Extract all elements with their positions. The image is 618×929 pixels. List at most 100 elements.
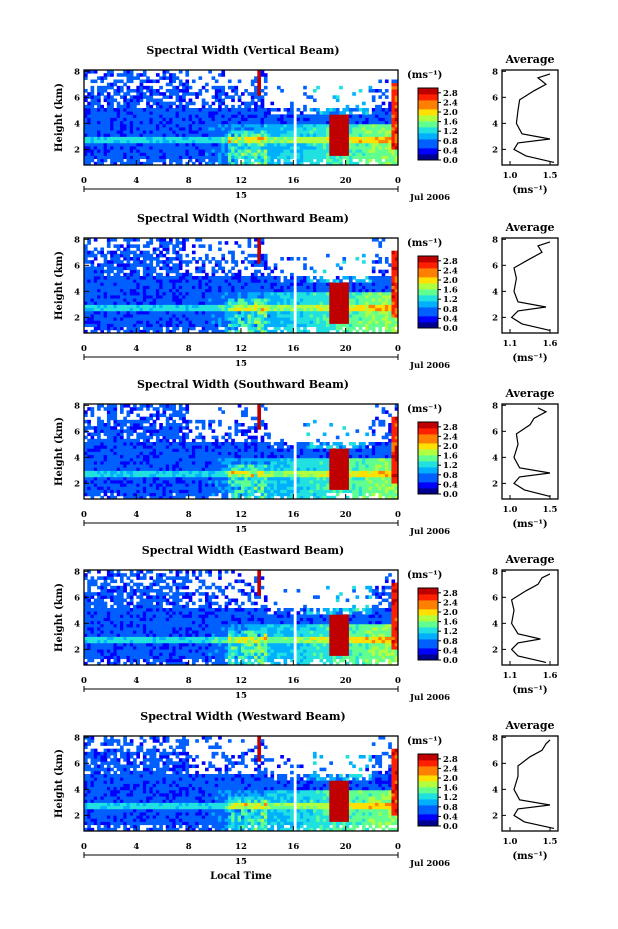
heatmap-cell (179, 95, 183, 99)
heatmap-cell (280, 292, 284, 296)
heatmap-cell (391, 124, 395, 128)
heatmap-cell (140, 108, 144, 112)
heatmap-cell (149, 448, 153, 452)
heatmap-cell (205, 118, 209, 122)
heatmap-cell (267, 149, 271, 153)
heatmap-cell (159, 314, 163, 318)
heatmap-cell (133, 105, 137, 109)
heatmap-cell (369, 137, 373, 141)
heatmap-cell (198, 286, 202, 290)
heatmap-cell (127, 327, 131, 331)
heatmap-cell (91, 426, 95, 430)
heatmap-cell (205, 121, 209, 125)
heatmap-cell (248, 149, 252, 153)
heatmap-cell (100, 461, 104, 465)
heatmap-cell (215, 301, 219, 305)
heatmap-cell (169, 118, 173, 122)
heatmap-cell (238, 124, 242, 128)
heatmap-cell (251, 301, 255, 305)
heatmap-cell (251, 137, 255, 141)
heatmap-cell (166, 461, 170, 465)
heatmap-cell (100, 143, 104, 147)
heatmap-cell (274, 114, 278, 118)
heatmap-cell (221, 149, 225, 153)
heatmap-cell (120, 286, 124, 290)
heatmap-cell (166, 273, 170, 277)
heatmap-cell (303, 282, 307, 286)
heatmap-cell (169, 92, 173, 96)
heatmap-cell (179, 137, 183, 141)
heatmap-cell (300, 320, 304, 324)
heatmap-cell (369, 314, 373, 318)
heatmap-cell (342, 301, 346, 305)
heatmap-cell (149, 108, 153, 112)
heatmap-cell (87, 295, 91, 299)
heatmap-cell (274, 286, 278, 290)
heatmap-cell (248, 118, 252, 122)
heatmap-cell (372, 279, 376, 283)
heatmap-cell (163, 95, 167, 99)
heatmap-cell (195, 95, 199, 99)
heatmap-cell (149, 114, 153, 118)
heatmap-cell (159, 298, 163, 302)
heatmap-cell (378, 241, 382, 245)
heatmap-cell (326, 152, 330, 156)
heatmap-cell (336, 279, 340, 283)
heatmap-cell (391, 133, 395, 137)
heatmap-cell (91, 442, 95, 446)
heatmap-cell (198, 267, 202, 271)
heatmap-cell (303, 279, 307, 283)
heatmap-cell (192, 317, 196, 321)
heatmap-cell (254, 146, 258, 150)
heatmap-cell (136, 130, 140, 134)
heatmap-cell (110, 146, 114, 150)
heatmap-cell (362, 118, 366, 122)
heatmap-cell (244, 305, 248, 309)
heatmap-cell (130, 140, 134, 144)
heatmap-cell (205, 137, 209, 141)
heatmap-cell (179, 254, 183, 258)
heatmap-cell (156, 317, 160, 321)
heatmap-cell (172, 301, 176, 305)
heatmap-cell (100, 92, 104, 96)
heatmap-cell (261, 121, 265, 125)
heatmap-cell (123, 130, 127, 134)
heatmap-cell (231, 127, 235, 131)
heatmap-cell (127, 241, 131, 245)
heatmap-cell (107, 241, 111, 245)
heatmap-cell (123, 477, 127, 481)
heatmap-cell (143, 86, 147, 90)
heatmap-cell (241, 149, 245, 153)
heatmap-cell (336, 305, 340, 309)
heatmap-cell (297, 114, 301, 118)
heatmap-cell (382, 282, 386, 286)
heatmap-cell (300, 152, 304, 156)
heatmap-cell (179, 248, 183, 252)
heatmap-cell (329, 137, 333, 141)
heatmap-cell (87, 267, 91, 271)
heatmap-cell (355, 140, 359, 144)
heatmap-cell (228, 292, 232, 296)
heatmap-cell (153, 467, 157, 471)
heatmap-cell (179, 124, 183, 128)
heatmap-cell (104, 445, 108, 449)
heatmap-cell (198, 314, 202, 318)
heatmap-cell (143, 149, 147, 153)
heatmap-cell (130, 257, 134, 261)
heatmap-cell (225, 156, 229, 160)
heatmap-cell (198, 317, 202, 321)
heatmap-cell (130, 251, 134, 255)
heatmap-cell (94, 149, 98, 153)
heatmap-cell (339, 149, 343, 153)
heatmap-cell (264, 73, 268, 77)
heatmap-cell (231, 86, 235, 90)
colorbar-segment (418, 124, 438, 127)
heatmap-cell (382, 108, 386, 112)
heatmap-cell (378, 108, 382, 112)
heatmap-cell (313, 276, 317, 280)
heatmap-cell (234, 111, 238, 115)
heatmap-cell (339, 311, 343, 315)
heatmap-cell (163, 152, 167, 156)
heatmap-cell (300, 130, 304, 134)
y-tick-label: 8 (74, 67, 80, 77)
